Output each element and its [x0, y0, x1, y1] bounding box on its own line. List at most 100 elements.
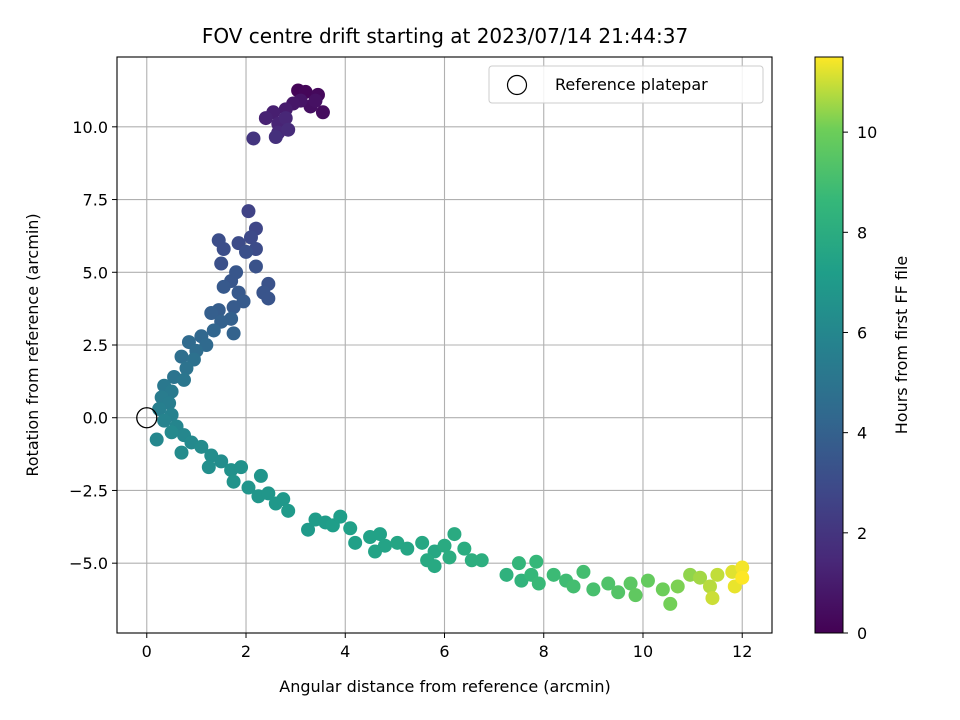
data-point — [164, 425, 179, 440]
data-point — [531, 576, 546, 591]
data-point — [702, 579, 717, 594]
data-point — [670, 579, 685, 594]
data-point — [529, 554, 544, 569]
data-point — [214, 454, 229, 469]
data-point — [511, 556, 526, 571]
colorbar — [814, 56, 844, 634]
data-point — [301, 522, 316, 537]
data-point — [499, 567, 514, 582]
y-tick-label: 10.0 — [72, 118, 108, 137]
data-point — [372, 527, 387, 542]
data-point — [601, 576, 616, 591]
x-tick-label: 0 — [142, 642, 152, 661]
x-tick-label: 8 — [539, 642, 549, 661]
y-tick-label: 2.5 — [83, 336, 108, 355]
colorbar-tick-label: 0 — [857, 624, 867, 643]
scatter-points — [149, 83, 750, 611]
data-point — [176, 372, 191, 387]
data-point — [628, 588, 643, 603]
data-point — [157, 413, 172, 428]
data-point — [333, 509, 348, 524]
data-point — [268, 130, 283, 144]
y-tick-label: 0.0 — [83, 409, 108, 428]
data-point — [611, 585, 626, 600]
colorbar-label: Hours from first FF file — [892, 256, 911, 435]
data-point — [623, 576, 638, 591]
data-point — [258, 111, 273, 126]
data-point — [149, 432, 164, 447]
legend-label-reference: Reference platepar — [555, 75, 708, 94]
data-point — [226, 300, 241, 315]
data-point — [427, 559, 442, 574]
data-point — [474, 553, 489, 568]
data-point — [261, 486, 276, 501]
data-point — [278, 111, 293, 126]
legend-box — [488, 65, 764, 104]
data-point — [194, 439, 209, 454]
data-point — [348, 535, 363, 550]
y-tick-label: 7.5 — [83, 191, 108, 210]
x-axis-ticks: 0 2 4 6 8 10 12 — [142, 633, 752, 661]
data-point — [457, 541, 472, 556]
colorbar-tick-label: 10 — [857, 123, 877, 142]
colorbar-tick-label: 8 — [857, 223, 867, 242]
data-point — [343, 521, 358, 536]
data-point — [243, 230, 258, 245]
data-point — [442, 550, 457, 565]
x-tick-label: 10 — [633, 642, 653, 661]
legend: Reference platepar — [488, 65, 764, 104]
x-tick-label: 2 — [241, 642, 251, 661]
data-point — [239, 244, 254, 259]
data-point — [248, 259, 263, 274]
x-tick-label: 4 — [340, 642, 350, 661]
x-axis-label: Angular distance from reference (arcmin) — [279, 677, 610, 696]
data-point — [246, 131, 261, 146]
data-point — [216, 279, 231, 294]
data-point — [437, 538, 452, 553]
data-point — [566, 579, 581, 594]
data-point — [663, 596, 678, 611]
data-point — [276, 492, 291, 507]
data-point — [281, 122, 296, 137]
grid — [117, 57, 772, 633]
data-point — [241, 204, 256, 219]
reference-marker — [136, 407, 158, 429]
reference-point — [136, 407, 158, 429]
x-tick-label: 6 — [439, 642, 449, 661]
data-point — [261, 291, 276, 306]
data-point — [586, 582, 601, 597]
colorbar-tick-label: 4 — [857, 424, 867, 443]
data-point — [464, 553, 479, 568]
legend-marker-reference — [506, 74, 528, 96]
data-point — [315, 105, 330, 120]
data-point — [216, 242, 231, 256]
data-point — [546, 567, 561, 582]
data-point — [308, 93, 323, 108]
chart-title: FOV centre drift starting at 2023/07/14 … — [202, 24, 688, 48]
y-tick-label: −2.5 — [69, 481, 108, 500]
data-point — [415, 535, 430, 550]
data-point — [705, 591, 720, 606]
data-point — [214, 256, 229, 271]
data-point — [640, 573, 655, 588]
data-point — [179, 361, 194, 376]
data-point — [400, 541, 415, 556]
x-tick-label: 12 — [732, 642, 752, 661]
colorbar-tick-label: 6 — [857, 323, 867, 342]
data-point — [710, 567, 725, 582]
data-point — [226, 326, 241, 341]
data-point — [253, 468, 268, 483]
data-point — [241, 480, 256, 495]
data-point — [655, 582, 670, 597]
data-point — [368, 544, 383, 559]
colorbar-ticks: 0 2 4 6 8 10 — [843, 123, 877, 643]
y-tick-label: 5.0 — [83, 263, 108, 282]
data-point — [226, 474, 241, 489]
y-tick-label: −5.0 — [69, 554, 108, 573]
data-point — [447, 527, 462, 542]
data-point — [174, 445, 189, 460]
data-point — [201, 460, 216, 475]
y-axis-label: Rotation from reference (arcmin) — [23, 213, 42, 476]
data-point — [281, 503, 296, 518]
